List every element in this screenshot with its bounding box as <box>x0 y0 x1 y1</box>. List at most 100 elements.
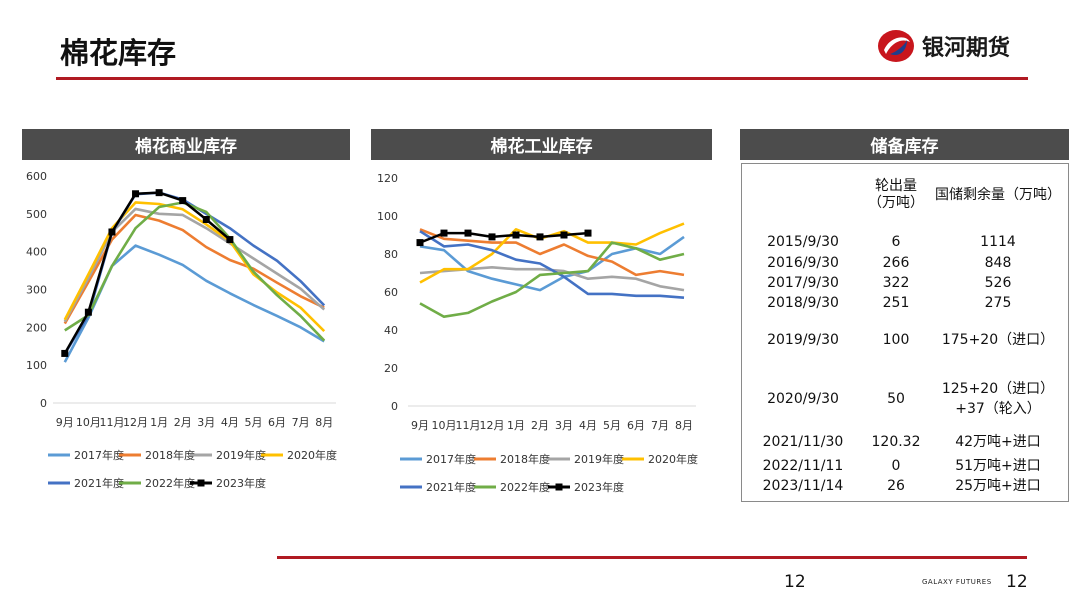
x-tick-label: 11月 <box>456 419 481 432</box>
series-point-2023年度 <box>464 229 472 237</box>
reserve-remain: 275 <box>984 295 1012 311</box>
reserve-header: 储备库存 <box>740 129 1069 160</box>
reserve-date: 2021/11/30 <box>762 434 844 450</box>
series-point-2023年度 <box>202 216 210 224</box>
reserve-date: 2017/9/30 <box>767 275 839 291</box>
y-tick-label: 0 <box>40 397 47 410</box>
series-line-2022年度 <box>419 241 685 318</box>
reserve-date: 2022/11/11 <box>762 458 844 474</box>
col-header-out-line2: （万吨） <box>868 195 924 211</box>
legend-label: 2023年度 <box>574 480 624 494</box>
y-tick-label: 100 <box>377 210 398 223</box>
x-tick-label: 9月 <box>56 416 74 429</box>
company-logo: 银河期货 <box>876 28 1010 64</box>
commercial-chart-header: 棉花商业库存 <box>22 129 350 160</box>
reserve-out: 6 <box>891 234 901 250</box>
y-tick-label: 80 <box>384 248 398 261</box>
x-tick-label: 12月 <box>480 419 505 432</box>
x-tick-label: 3月 <box>197 416 215 429</box>
reserve-date: 2020/9/30 <box>767 391 839 407</box>
reserve-date: 2023/11/14 <box>762 478 844 494</box>
reserve-table: 轮出量 （万吨） 国储剩余量（万吨） 2015/9/30 6 1114 2016… <box>741 163 1069 502</box>
reserve-out: 322 <box>882 275 910 291</box>
x-tick-label: 11月 <box>99 416 124 429</box>
page-number-center: 12 <box>784 572 806 592</box>
x-tick-label: 5月 <box>244 416 262 429</box>
legend-label: 2017年度 <box>426 452 476 466</box>
series-point-2023年度 <box>226 236 234 244</box>
col-header-remain: 国储剩余量（万吨） <box>935 187 1061 203</box>
reserve-out: 0 <box>891 458 901 474</box>
y-tick-label: 40 <box>384 324 398 337</box>
series-point-2023年度 <box>61 349 69 357</box>
series-point-2023年度 <box>108 228 116 236</box>
series-point-2023年度 <box>488 233 496 241</box>
y-tick-label: 200 <box>26 321 47 334</box>
reserve-remain: 1114 <box>980 234 1016 250</box>
x-tick-label: 6月 <box>627 419 645 432</box>
x-tick-label: 8月 <box>315 416 333 429</box>
industrial-chart-header: 棉花工业库存 <box>371 129 712 160</box>
y-tick-label: 600 <box>26 170 47 183</box>
reserve-remain: 42万吨+进口 <box>955 434 1041 450</box>
y-tick-label: 100 <box>26 359 47 372</box>
industrial-inventory-chart: 0 20 40 60 80 100 120 9月 10月 11月 12月 1月 2月 3月 4月 5月 6月 7月… <box>377 172 698 494</box>
reserve-out: 251 <box>882 295 910 311</box>
reserve-out: 266 <box>882 255 910 271</box>
series-point-2023年度 <box>584 229 592 237</box>
series-point-2023年度 <box>179 197 187 205</box>
page-number-right: 12 <box>1006 572 1028 592</box>
series-line-2021年度 <box>419 230 685 299</box>
galaxy-logo-icon <box>878 30 914 62</box>
x-tick-label: 3月 <box>555 419 573 432</box>
series-line-2018年度 <box>419 228 685 277</box>
series-line-2020年度 <box>63 201 326 333</box>
series-point-2023年度 <box>512 231 520 239</box>
bottom-divider <box>277 556 1027 559</box>
legend-label: 2019年度 <box>216 448 266 462</box>
reserve-remain: 125+20（进口） <box>941 381 1055 397</box>
x-tick-label: 4月 <box>221 416 239 429</box>
y-tick-label: 20 <box>384 362 398 375</box>
reserve-remain: 848 <box>984 255 1012 271</box>
reserve-remain: 175+20（进口） <box>941 332 1055 348</box>
x-tick-label: 1月 <box>150 416 168 429</box>
legend-label: 2021年度 <box>426 480 476 494</box>
x-tick-label: 9月 <box>411 419 429 432</box>
reserve-date: 2019/9/30 <box>767 332 839 348</box>
reserve-remain: 51万吨+进口 <box>955 458 1041 474</box>
reserve-out: 26 <box>887 478 905 494</box>
x-tick-label: 4月 <box>579 419 597 432</box>
page-title: 棉花库存 <box>60 36 177 70</box>
reserve-out: 100 <box>882 332 910 348</box>
legend-label: 2019年度 <box>574 452 624 466</box>
legend-label: 2020年度 <box>287 448 337 462</box>
legend-label: 2022年度 <box>500 480 550 494</box>
legend-label: 2023年度 <box>216 476 266 490</box>
series-line-2022年度 <box>64 201 326 342</box>
reserve-out: 120.32 <box>871 434 921 450</box>
reserve-remain: 526 <box>984 275 1012 291</box>
y-tick-label: 500 <box>26 208 47 221</box>
x-tick-label: 2月 <box>174 416 192 429</box>
x-tick-label: 10月 <box>76 416 101 429</box>
reserve-date: 2015/9/30 <box>767 234 839 250</box>
legend-label: 2018年度 <box>145 448 195 462</box>
legend-marker <box>197 479 205 487</box>
col-header-out-line1: 轮出量 <box>875 178 917 194</box>
footer-brand: GALAXY FUTURES <box>922 578 992 586</box>
legend-label: 2018年度 <box>500 452 550 466</box>
x-tick-label: 12月 <box>123 416 148 429</box>
series-point-2023年度 <box>560 231 568 239</box>
reserve-remain-extra: +37（轮入） <box>955 401 1041 417</box>
reserve-date: 2016/9/30 <box>767 255 839 271</box>
x-tick-label: 1月 <box>507 419 525 432</box>
x-tick-label: 10月 <box>432 419 457 432</box>
series-point-2023年度 <box>132 190 140 198</box>
series-line-2023年度 <box>419 231 589 244</box>
series-line-2019年度 <box>63 207 326 323</box>
reserve-remain: 25万吨+进口 <box>955 478 1041 494</box>
legend-label: 2022年度 <box>145 476 195 490</box>
y-tick-label: 60 <box>384 286 398 299</box>
